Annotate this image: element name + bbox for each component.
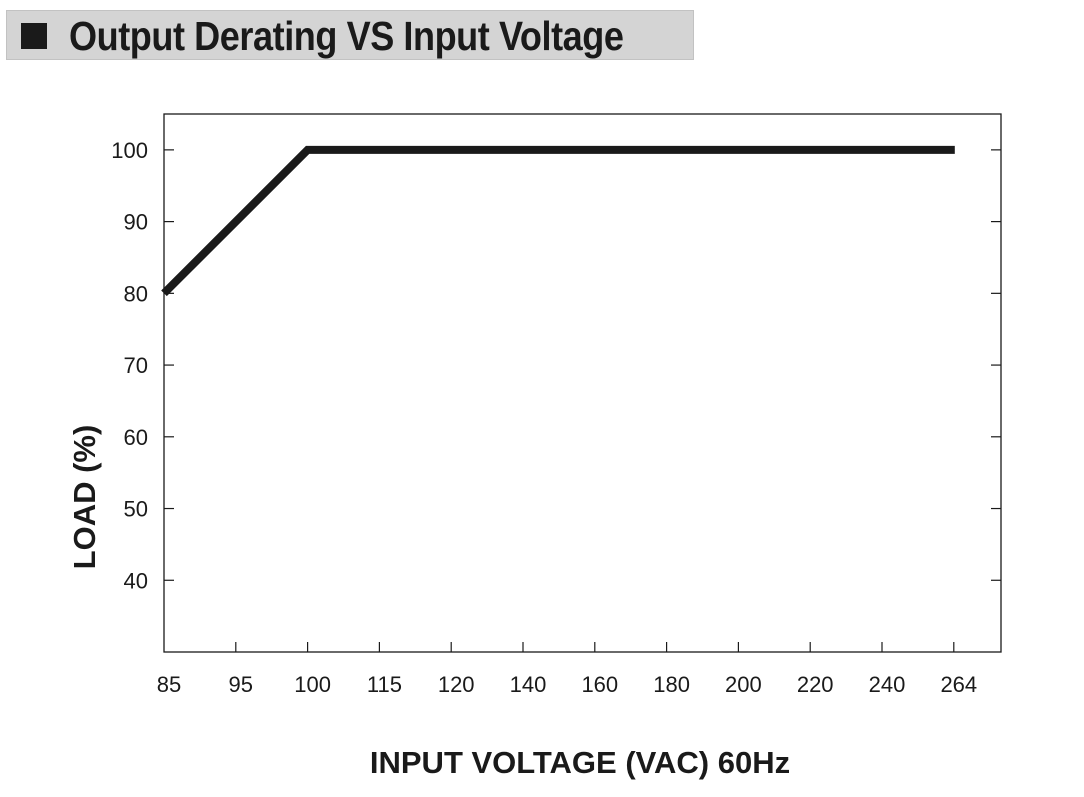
- x-tick-label: 220: [797, 672, 834, 697]
- y-tick-label: 50: [124, 497, 148, 522]
- x-tick-label: 115: [367, 672, 402, 697]
- x-tick-label: 240: [869, 672, 906, 697]
- x-tick-label: 264: [940, 672, 977, 697]
- y-tick-label: 100: [111, 138, 148, 163]
- y-tick-label: 80: [124, 281, 148, 306]
- chart-title-bar: Output Derating VS Input Voltage: [6, 10, 694, 60]
- x-tick-label: 180: [653, 672, 690, 697]
- y-tick-label: 60: [124, 425, 148, 450]
- x-tick-label: 200: [725, 672, 762, 697]
- y-tick-label: 40: [124, 568, 148, 593]
- x-tick-label: 100: [294, 672, 331, 697]
- plot-frame: [163, 113, 1002, 653]
- load-derating-line: [161, 145, 955, 297]
- title-square-icon: [21, 23, 47, 49]
- x-tick-label: 160: [581, 672, 618, 697]
- y-tick-label: 90: [124, 210, 148, 235]
- x-axis-ticks: 85 95 100 115 120 140 160 180 200 220 240 264: [157, 642, 977, 697]
- x-axis-title: INPUT VOLTAGE (VAC) 60Hz: [370, 745, 790, 780]
- x-tick-label: 85: [157, 672, 181, 697]
- y-axis-ticks: 40 50 60 70 80 90 100: [111, 138, 1001, 593]
- x-tick-label: 140: [510, 672, 547, 697]
- x-tick-label: 120: [438, 672, 475, 697]
- y-axis-title: LOAD (%): [67, 425, 102, 570]
- series-layer: [161, 145, 955, 297]
- x-tick-label: 95: [229, 672, 253, 697]
- chart-title: Output Derating VS Input Voltage: [69, 13, 624, 59]
- y-tick-label: 70: [124, 353, 148, 378]
